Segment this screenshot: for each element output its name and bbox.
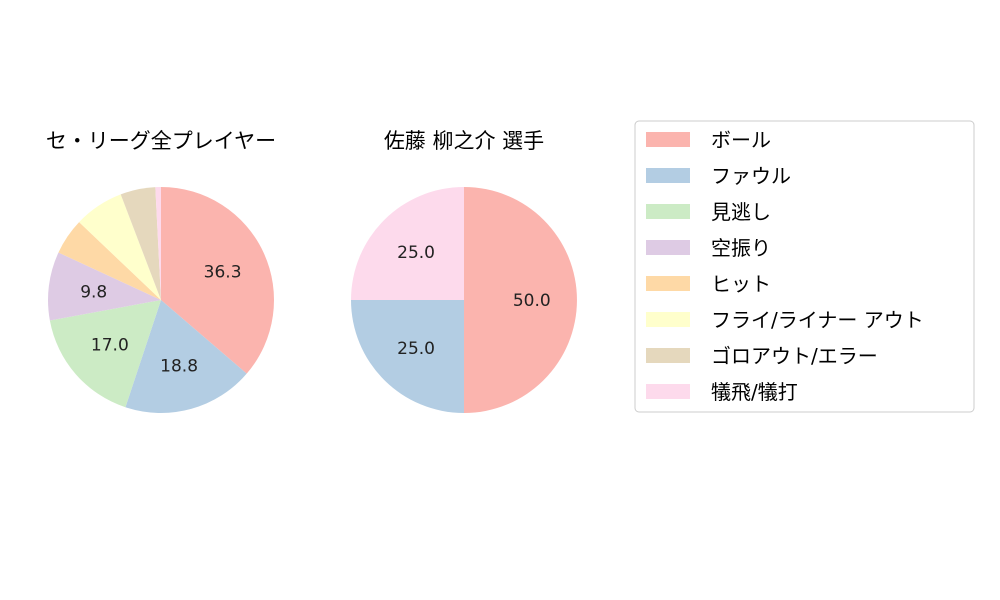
pie-slice (58, 222, 161, 300)
pie-slice (351, 187, 464, 300)
legend-swatch (646, 168, 690, 183)
legend-swatch (646, 204, 690, 219)
pie-slice (351, 300, 464, 413)
slice-value-label: 50.0 (513, 291, 551, 311)
legend-label: ファウル (711, 164, 791, 188)
pie-title-player: 佐藤 柳之介 選手 (384, 129, 544, 153)
legend-label: ヒット (711, 272, 771, 296)
slice-value-label: 18.8 (160, 356, 198, 376)
pie-slice (125, 300, 247, 413)
pie-league-all-players: セ・リーグ全プレイヤー 36.3 18.8 17.0 9.8 (46, 129, 276, 413)
legend-label: フライ/ライナー アウト (711, 308, 924, 332)
legend-swatch (646, 276, 690, 291)
legend-swatch (646, 348, 690, 363)
slice-value-label: 17.0 (91, 336, 129, 356)
legend-label: 空振り (711, 236, 771, 260)
legend-swatch (646, 240, 690, 255)
pie-slice (161, 187, 274, 374)
legend-label: ゴロアウト/エラー (711, 344, 878, 368)
legend-label: 犠飛/犠打 (711, 380, 798, 404)
pie-slice (464, 187, 577, 413)
pie-slice (79, 194, 161, 300)
slice-value-label: 36.3 (204, 263, 242, 283)
pie-title-league: セ・リーグ全プレイヤー (46, 129, 276, 153)
legend-label: ボール (711, 128, 771, 152)
legend-frame (634, 120, 975, 413)
legend-swatch (646, 132, 690, 147)
pie-slice (49, 300, 161, 408)
pie-slice (155, 187, 161, 300)
pie-slice (48, 252, 161, 321)
legend-label: 見逃し (711, 200, 771, 224)
legend-swatch (646, 312, 690, 327)
legend-swatch (646, 384, 690, 399)
slice-value-label: 25.0 (397, 339, 435, 359)
slice-value-label: 25.0 (397, 243, 435, 263)
pie-slice (120, 187, 161, 300)
slice-value-label: 9.8 (80, 283, 107, 303)
pie-player-sato: 佐藤 柳之介 選手 50.0 25.0 25.0 (351, 129, 577, 413)
